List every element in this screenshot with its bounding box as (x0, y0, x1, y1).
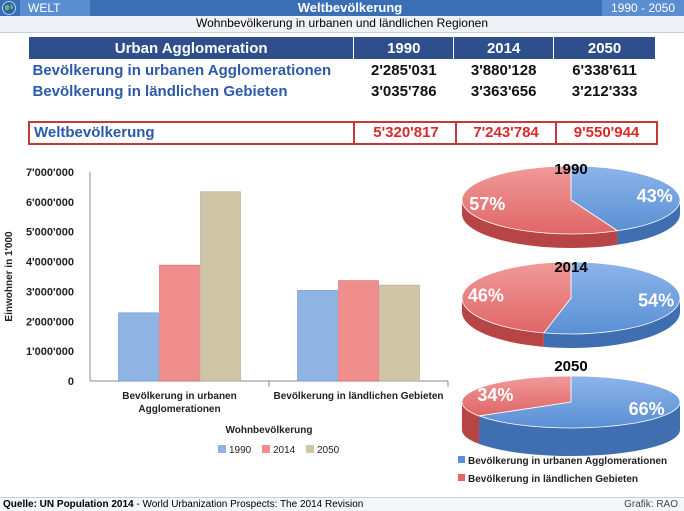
table-header: Urban Agglomeration (27, 36, 355, 60)
pie-charts: 43% 57% 1990 54% 46% 2014 66% 34% 2050 Bevölkerun… (458, 161, 681, 485)
pie-slice-urban (543, 261, 681, 335)
world-value: 7'243'784 (457, 123, 557, 143)
pie-slice-rural (461, 165, 619, 235)
y-tick-label: 6'000'000 (26, 197, 74, 209)
pie-side (478, 402, 680, 456)
pie-slice-urban (477, 375, 681, 429)
region-label: WELT (20, 0, 90, 16)
world-population-row: Weltbevölkerung 5'320'817 7'243'784 9'55… (28, 121, 658, 145)
bar (379, 284, 420, 382)
y-axis-title: Einwohner in 1'000 (4, 231, 15, 322)
x-axis-title: Wohnbevölkerung (225, 425, 312, 436)
year-range: 1990 - 2050 (602, 0, 684, 16)
bar (118, 312, 159, 382)
pie-title: 2050 (554, 358, 587, 375)
table-cell: 3'035'786 (371, 83, 437, 100)
table-cell: 3'363'656 (470, 83, 537, 100)
footer: Quelle: UN Population 2014 - World Urban… (0, 497, 684, 511)
pie-value-label: 57% (469, 194, 505, 214)
legend-swatch (458, 456, 465, 463)
legend-swatch (262, 445, 270, 453)
table-cell: 3'212'333 (571, 83, 638, 100)
page-title: Weltbevölkerung (297, 0, 403, 15)
pie-side (617, 200, 680, 245)
y-tick-label: 3'000'000 (26, 286, 74, 298)
pie-value-label: 46% (468, 286, 504, 306)
top-bar: WELT Weltbevölkerung 1990 - 2050 (0, 0, 684, 16)
table-row: Bevölkerung in urbanen Agglomerationen 2… (29, 60, 656, 82)
pie-slice-urban (570, 165, 681, 232)
pie-value-label: 54% (638, 290, 674, 310)
bar (297, 290, 338, 382)
legend-swatch (306, 445, 314, 453)
row-label: Bevölkerung in urbanen Agglomerationen (32, 62, 332, 79)
source-bold: Quelle: UN Population 2014 (3, 499, 134, 510)
y-tick-label: 4'000'000 (26, 257, 74, 269)
x-tick-label: Agglomerationen (138, 404, 220, 415)
table-header: 2050 (553, 36, 656, 60)
table-cell: 2'285'031 (371, 62, 437, 79)
pie-value-label: 43% (637, 186, 673, 206)
legend-label: 2050 (317, 445, 340, 456)
bar (200, 191, 241, 382)
credit: Grafik: RAO (624, 499, 678, 510)
globe-icon (2, 1, 16, 15)
legend-label: Bevölkerung in urbanen Agglomerationen (468, 456, 667, 467)
legend-label: Bevölkerung in ländlichen Gebieten (468, 474, 638, 485)
pie-side (462, 200, 618, 248)
y-tick-label: 1'000'000 (26, 346, 74, 358)
pie-side (462, 402, 479, 444)
source-note: Quelle: UN Population 2014 - World Urban… (3, 498, 363, 511)
bar-chart: 0 1'000'000 2'000'000 3'000'000 4'000'000 5'0… (4, 167, 449, 456)
bar (159, 264, 200, 382)
pie-slice-rural (461, 375, 572, 417)
source-rest: - World Urbanization Prospects: The 2014… (133, 499, 364, 510)
y-tick-label: 7'000'000 (26, 167, 74, 179)
legend-label: 1990 (229, 445, 252, 456)
pie-value-label: 34% (477, 385, 513, 405)
pie-slice-rural (461, 261, 572, 334)
legend-label: 2014 (273, 445, 296, 456)
pie-title: 1990 (554, 161, 587, 178)
table-header: 2014 (453, 36, 555, 60)
x-tick-label: Bevölkerung in ländlichen Gebieten (273, 391, 443, 402)
bar (338, 280, 379, 382)
table-header: 1990 (353, 36, 455, 60)
table-cell: 6'338'611 (572, 62, 637, 79)
population-table: Urban Agglomeration 1990 2014 2050 Bevöl… (27, 36, 656, 102)
world-label: Weltbevölkerung (30, 123, 355, 143)
x-tick-label: Bevölkerung in urbanen (122, 391, 236, 402)
row-label: Bevölkerung in ländlichen Gebieten (32, 83, 288, 100)
pie-value-label: 66% (629, 399, 665, 419)
pie-side (543, 298, 680, 348)
legend-swatch (458, 474, 465, 481)
table-header-row: Urban Agglomeration 1990 2014 2050 (27, 36, 656, 60)
table-row: Bevölkerung in ländlichen Gebieten 3'035… (29, 81, 656, 102)
pie-title: 2014 (554, 259, 588, 276)
page-subtitle: Wohnbevölkerung in urbanen und ländliche… (0, 16, 684, 33)
y-tick-label: 2'000'000 (26, 316, 74, 328)
world-value: 5'320'817 (357, 123, 457, 143)
table-cell: 3'880'128 (470, 62, 537, 79)
world-value: 9'550'944 (573, 124, 640, 141)
y-tick-label: 5'000'000 (26, 227, 74, 239)
pie-side (462, 298, 544, 347)
legend-swatch (218, 445, 226, 453)
y-tick-label: 0 (68, 376, 74, 388)
